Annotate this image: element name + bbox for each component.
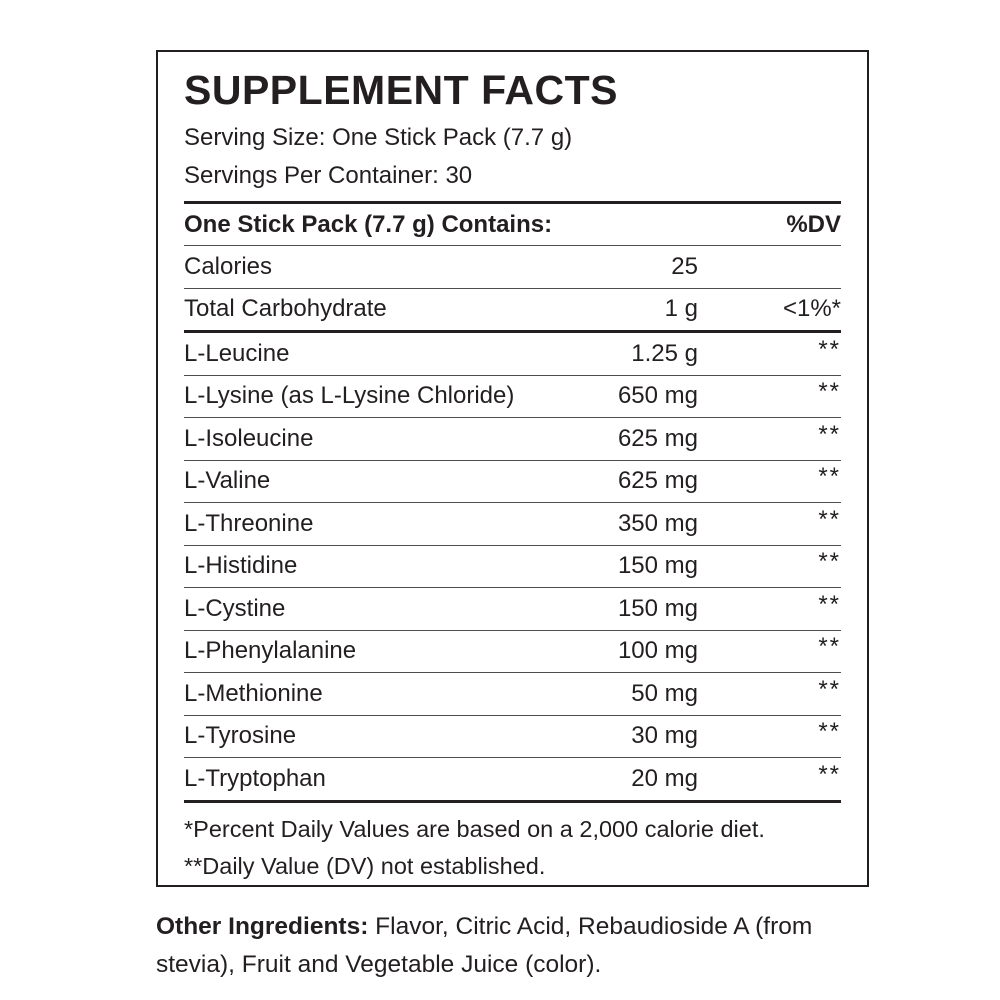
nutrient-dv: **	[818, 718, 841, 746]
other-ingredients-label: Other Ingredients:	[156, 913, 369, 940]
nutrient-row: L-Histidine 150 mg **	[184, 544, 841, 588]
nutrient-dv: **	[818, 378, 841, 406]
nutrient-name: L-Tryptophan	[184, 764, 326, 792]
nutrient-row: L-Isoleucine 625 mg **	[184, 417, 841, 460]
nutrient-name: L-Histidine	[184, 552, 298, 580]
nutrient-dv: **	[818, 463, 841, 491]
nutrient-rows: Calories 25 Total Carbohydrate 1 g <1%* …	[184, 245, 841, 800]
nutrient-dv: **	[818, 675, 841, 703]
nutrient-row: L-Phenylalanine 100 mg **	[184, 629, 841, 673]
nutrient-row: L-Threonine 350 mg **	[184, 502, 841, 545]
nutrient-amount: 1.25 g	[631, 339, 698, 367]
footnote-percent-dv: *Percent Daily Values are based on a 2,0…	[184, 815, 765, 842]
nutrient-dv: **	[818, 505, 841, 533]
nutrient-name: L-Cystine	[184, 594, 286, 622]
nutrient-row: Total Carbohydrate 1 g <1%*	[184, 287, 841, 331]
nutrient-row: L-Leucine 1.25 g **	[184, 330, 841, 375]
nutrient-name: L-Isoleucine	[184, 424, 314, 452]
nutrient-name: L-Tyrosine	[184, 722, 297, 750]
nutrient-amount: 50 mg	[631, 679, 698, 707]
table-header-label: One Stick Pack (7.7 g) Contains:	[184, 210, 553, 238]
nutrient-amount: 350 mg	[617, 509, 698, 537]
nutrient-row: L-Lysine (as L-Lysine Chloride) 650 mg *…	[184, 374, 841, 418]
nutrient-name: L-Methionine	[184, 679, 323, 707]
servings-per-container-line: Servings Per Container: 30	[184, 162, 473, 189]
nutrient-dv: **	[818, 548, 841, 576]
serving-size-line: Serving Size: One Stick Pack (7.7 g)	[184, 124, 573, 151]
nutrient-dv: **	[818, 335, 841, 363]
other-ingredients: Other Ingredients: Flavor, Citric Acid, …	[156, 908, 860, 984]
footnotes: *Percent Daily Values are based on a 2,0…	[184, 799, 841, 885]
nutrient-dv: **	[818, 420, 841, 448]
nutrient-dv: <1%*	[782, 295, 841, 323]
nutrient-name: L-Phenylalanine	[184, 637, 357, 665]
nutrient-row: L-Valine 625 mg **	[184, 459, 841, 503]
supplement-facts-panel: SUPPLEMENT FACTS Serving Size: One Stick…	[156, 50, 869, 887]
other-ingredients-text: Flavor, Citric Acid, Rebaudioside A (fro…	[156, 913, 813, 978]
nutrient-row: L-Tryptophan 20 mg **	[184, 757, 841, 800]
nutrient-amount: 650 mg	[617, 382, 698, 410]
nutrient-amount: 150 mg	[617, 552, 698, 580]
nutrient-name: Total Carbohydrate	[184, 295, 387, 323]
footnote-dv-not-established: **Daily Value (DV) not established.	[184, 852, 546, 879]
nutrient-row: Calories 25	[184, 245, 841, 288]
serving-info: Serving Size: One Stick Pack (7.7 g) Ser…	[184, 119, 841, 195]
nutrient-amount: 25	[671, 252, 698, 280]
nutrient-name: L-Lysine (as L-Lysine Chloride)	[184, 382, 515, 410]
nutrient-dv: **	[818, 760, 841, 788]
nutrient-row: L-Methionine 50 mg **	[184, 672, 841, 715]
nutrient-row: L-Tyrosine 30 mg **	[184, 714, 841, 758]
nutrient-amount: 20 mg	[631, 764, 698, 792]
nutrient-amount: 1 g	[664, 295, 698, 323]
nutrient-name: L-Leucine	[184, 339, 290, 367]
panel-title: SUPPLEMENT FACTS	[184, 67, 618, 113]
table-header-row: One Stick Pack (7.7 g) Contains: %DV	[184, 201, 841, 245]
nutrient-name: L-Valine	[184, 467, 271, 495]
nutrient-name: Calories	[184, 252, 273, 280]
nutrient-amount: 100 mg	[617, 637, 698, 665]
nutrient-amount: 625 mg	[617, 467, 698, 495]
nutrient-amount: 625 mg	[617, 424, 698, 452]
nutrient-name: L-Threonine	[184, 509, 314, 537]
nutrient-row: L-Cystine 150 mg **	[184, 587, 841, 630]
nutrient-amount: 30 mg	[631, 722, 698, 750]
table-header-dv-label: %DV	[786, 210, 841, 238]
nutrient-dv: **	[818, 633, 841, 661]
nutrient-amount: 150 mg	[617, 594, 698, 622]
nutrient-dv: **	[818, 590, 841, 618]
